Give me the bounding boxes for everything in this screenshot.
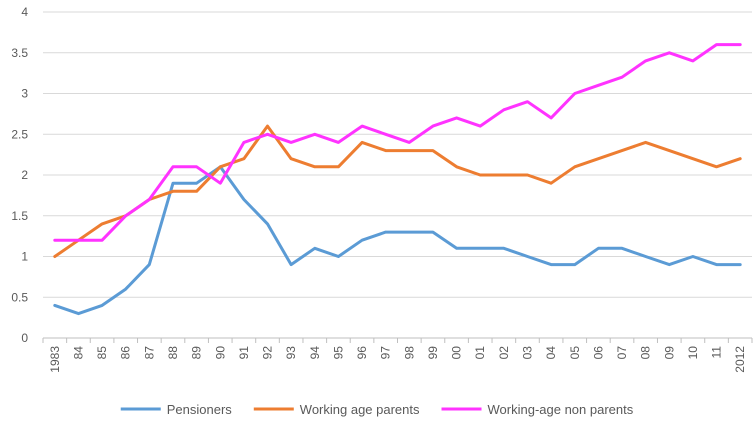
y-tick-label: 1.5 xyxy=(11,209,28,223)
x-tick-label: 85 xyxy=(95,346,109,360)
x-tick-label: 09 xyxy=(662,346,676,360)
y-tick-label: 4 xyxy=(21,5,28,19)
x-tick-label: 92 xyxy=(261,346,275,360)
x-tick-label: 88 xyxy=(166,346,180,360)
legend-label: Working-age non parents xyxy=(488,402,634,417)
x-tick-label: 02 xyxy=(497,346,511,360)
x-tick-label: 03 xyxy=(520,346,534,360)
x-tick-label: 06 xyxy=(591,346,605,360)
x-tick-label: 97 xyxy=(379,346,393,360)
legend: Pensioners Working age parents Working-age… xyxy=(120,402,634,417)
x-tick-label: 10 xyxy=(686,346,700,360)
x-tick-label: 01 xyxy=(473,346,487,360)
x-tick-label: 99 xyxy=(426,346,440,360)
x-tick-label: 98 xyxy=(402,346,416,360)
gridlines xyxy=(43,11,752,298)
x-tick-label: 86 xyxy=(119,346,133,360)
y-tick-label: 3 xyxy=(21,87,28,101)
x-tick-label: 2012 xyxy=(733,346,747,373)
y-tick-label: 2.5 xyxy=(11,127,28,141)
legend-label: Working age parents xyxy=(300,402,420,417)
x-tick-label: 00 xyxy=(450,346,464,360)
x-tick-label: 07 xyxy=(615,346,629,360)
x-tick-label: 04 xyxy=(544,346,558,360)
series-line-2 xyxy=(53,124,742,258)
y-tick-label: 3.5 xyxy=(11,46,28,60)
y-tick-label: 1 xyxy=(21,250,28,264)
x-tick-label: 08 xyxy=(639,346,653,360)
y-tick-label: 0 xyxy=(21,331,28,345)
y-tick-label: 2 xyxy=(21,168,28,182)
x-tick-label: 93 xyxy=(284,346,298,360)
series-line-3 xyxy=(53,43,742,242)
x-tick-label: 96 xyxy=(355,346,369,360)
y-axis: 0 0.5 1 1.5 2 2.5 3 3.5 4 xyxy=(11,5,28,345)
series-line-1 xyxy=(53,165,742,316)
x-axis: 1983 84 85 86 87 88 89 90 91 92 93 94 95 96 97 98 99 00 01… xyxy=(42,337,753,373)
x-tick-label: 87 xyxy=(142,346,156,360)
x-tick-label: 94 xyxy=(308,346,322,360)
x-tick-label: 91 xyxy=(237,346,251,360)
x-tick-label: 11 xyxy=(710,346,724,359)
legend-label: Pensioners xyxy=(167,402,233,417)
y-tick-label: 0.5 xyxy=(11,290,28,304)
x-tick-label: 05 xyxy=(568,346,582,360)
x-tick-label: 84 xyxy=(71,346,85,360)
x-tick-label: 95 xyxy=(331,346,345,360)
x-tick-label: 1983 xyxy=(48,346,62,373)
x-tick-label: 89 xyxy=(190,346,204,360)
x-tick-label: 90 xyxy=(213,346,227,360)
series-lines xyxy=(53,43,742,316)
